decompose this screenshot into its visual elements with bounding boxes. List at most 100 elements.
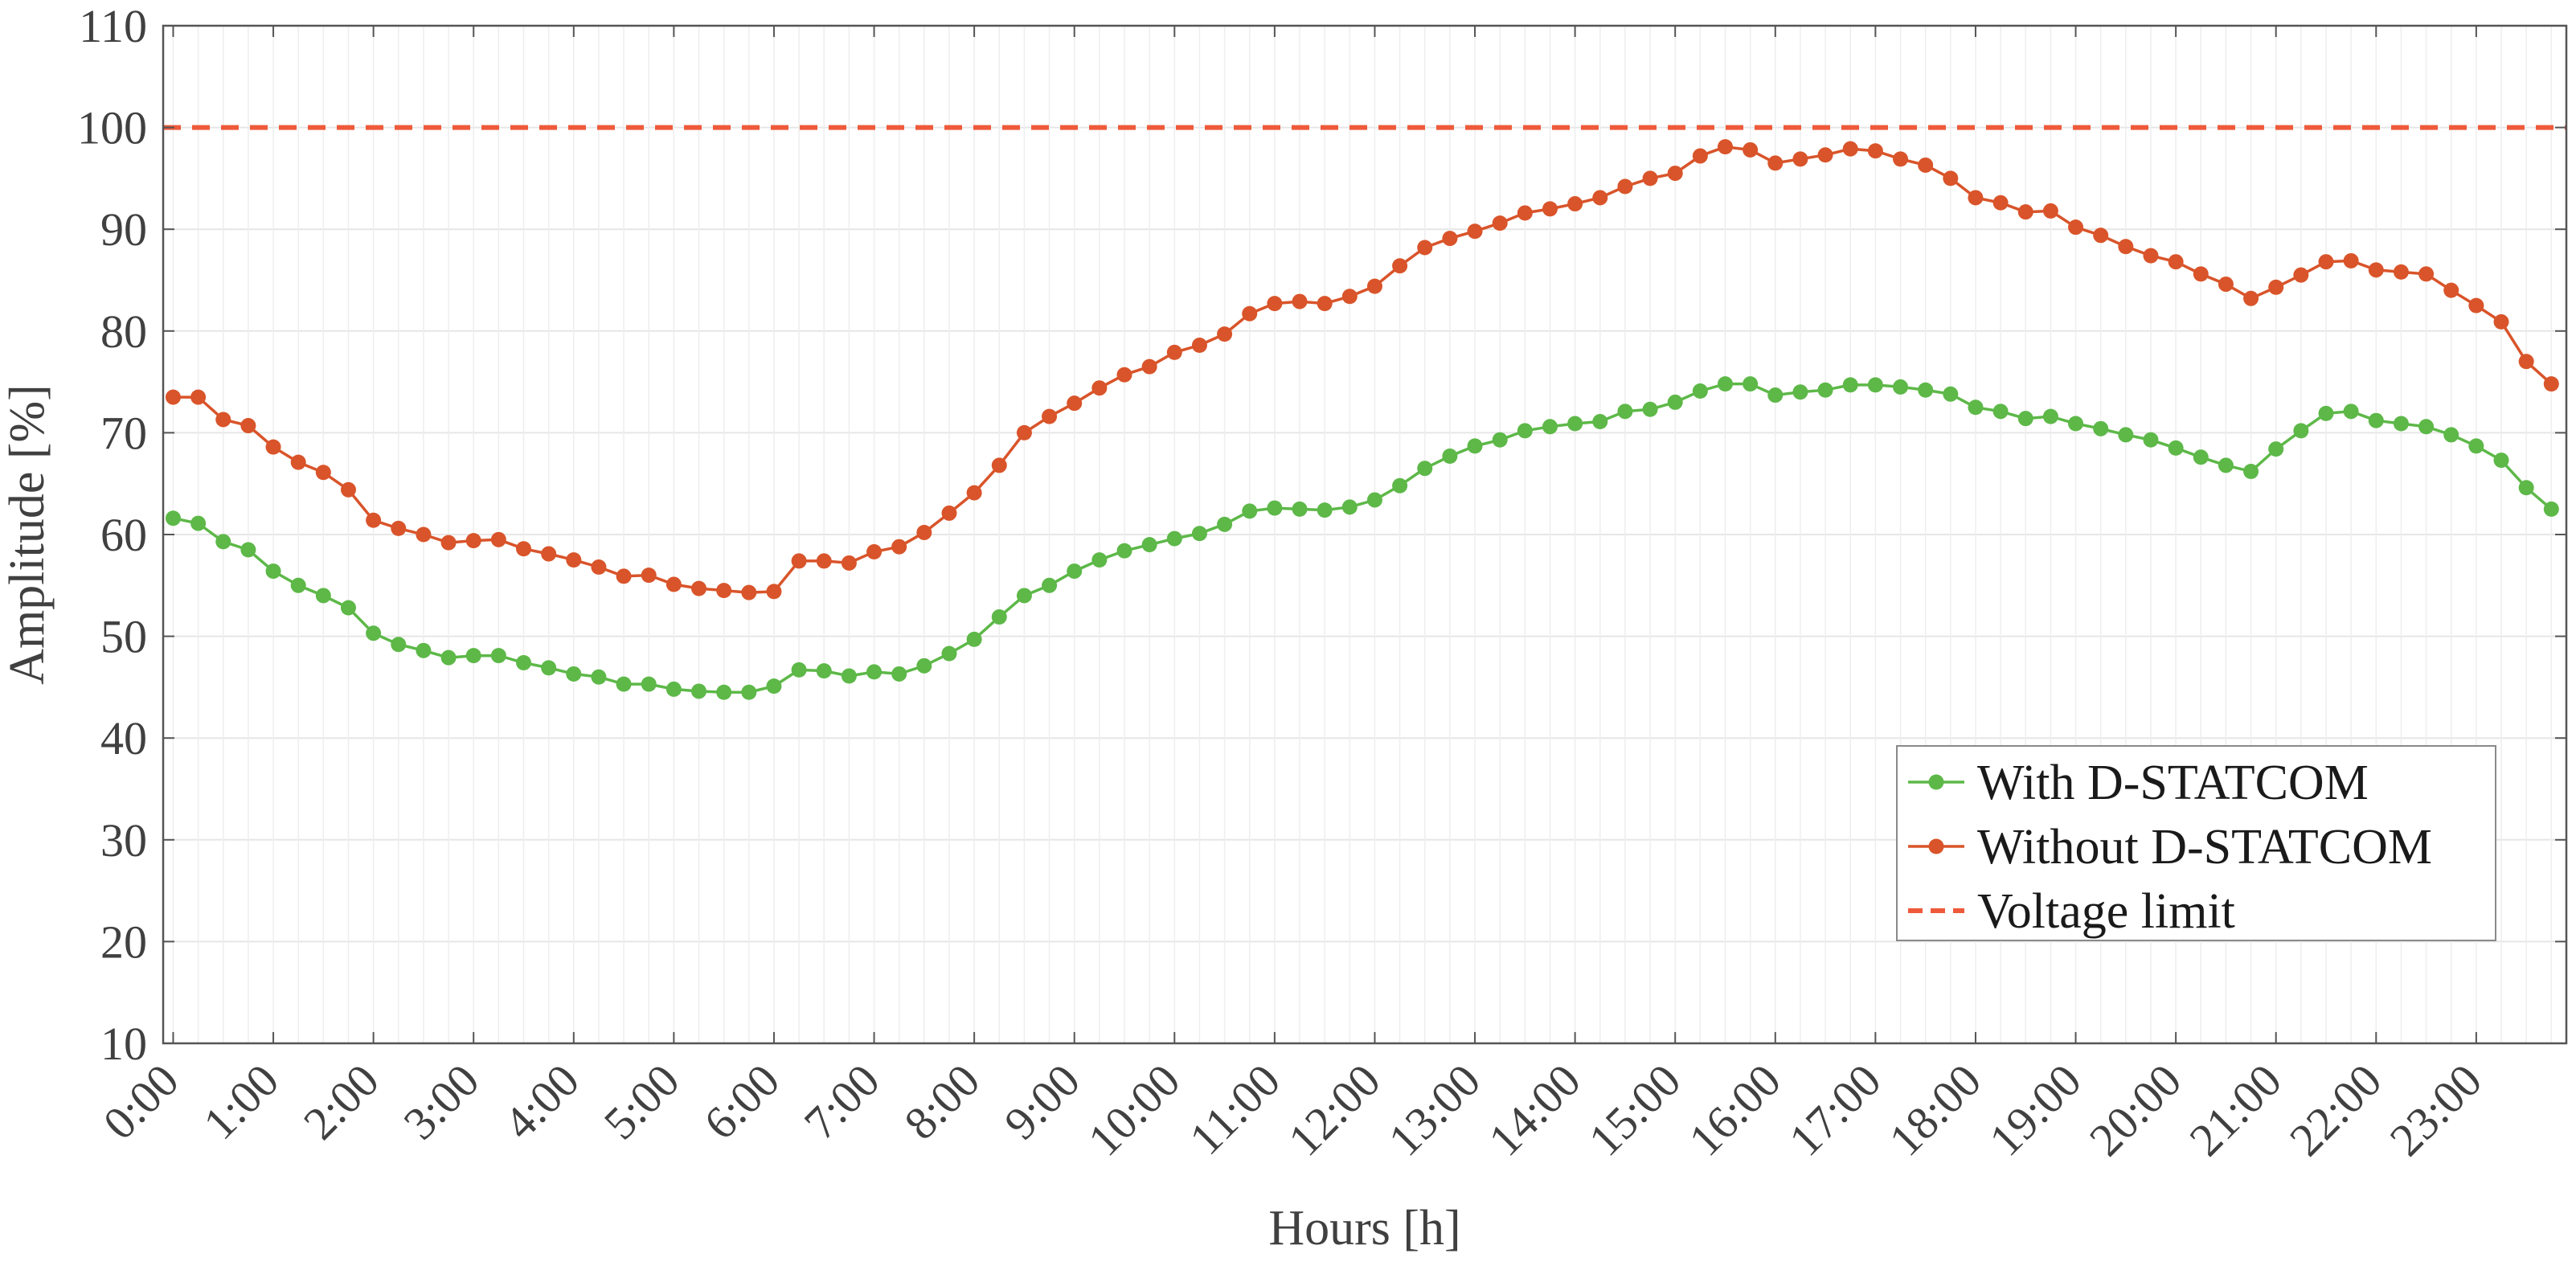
data-point — [741, 584, 757, 600]
data-point — [1592, 413, 1608, 429]
y-tick-label: 90 — [100, 203, 147, 256]
data-point — [2368, 262, 2384, 278]
data-point — [2268, 441, 2284, 457]
data-point — [315, 465, 331, 481]
series-1 — [165, 139, 2559, 600]
data-point — [2368, 412, 2384, 428]
data-point — [190, 515, 207, 531]
y-tick-label: 50 — [100, 611, 147, 663]
data-point — [2543, 376, 2559, 392]
data-point — [315, 588, 331, 604]
data-point — [2443, 282, 2459, 298]
legend-label: Without D-STATCOM — [1977, 820, 2432, 875]
data-point — [2068, 219, 2084, 236]
data-point — [2243, 464, 2259, 480]
data-point — [1217, 516, 1233, 532]
data-point — [791, 662, 807, 678]
data-point — [1567, 196, 1583, 212]
data-point — [1517, 423, 1533, 439]
data-point — [766, 678, 782, 694]
data-point — [1317, 502, 1333, 518]
legend-marker — [1928, 838, 1944, 854]
data-point — [741, 684, 757, 700]
data-point — [641, 676, 657, 692]
data-point — [566, 552, 582, 568]
y-tick-label: 110 — [79, 0, 147, 52]
data-point — [1718, 139, 1733, 155]
data-point — [666, 681, 682, 697]
data-point — [616, 568, 632, 584]
data-point — [416, 642, 432, 658]
data-point — [616, 676, 632, 692]
data-point — [1016, 588, 1032, 604]
data-point — [2068, 416, 2084, 432]
data-point — [1492, 432, 1508, 448]
data-point — [1992, 195, 2009, 211]
data-point — [340, 481, 356, 498]
data-point — [591, 559, 607, 576]
data-point — [1242, 503, 1258, 519]
data-point — [1743, 376, 1759, 392]
data-point — [391, 637, 407, 653]
data-point — [416, 526, 432, 543]
data-point — [1317, 296, 1333, 312]
data-point — [1217, 326, 1233, 342]
legend-item: With D-STATCOM — [1908, 756, 2369, 810]
data-point — [1943, 386, 1959, 402]
data-point — [2493, 313, 2509, 330]
data-point — [916, 524, 932, 540]
data-point — [1091, 552, 1108, 568]
data-point — [2468, 297, 2484, 313]
y-tick-label: 70 — [100, 407, 147, 459]
data-point — [1166, 531, 1182, 547]
data-point — [816, 553, 832, 569]
data-point — [1968, 190, 1984, 206]
data-point — [366, 512, 382, 528]
data-point — [2168, 254, 2184, 270]
data-point — [1542, 419, 1558, 435]
y-tick-label: 20 — [100, 916, 147, 968]
data-point — [1792, 384, 1808, 400]
data-point — [1968, 399, 1984, 416]
data-point — [516, 541, 531, 557]
data-point — [2218, 457, 2234, 473]
data-point — [841, 668, 857, 684]
data-point — [541, 546, 557, 562]
y-tick-label: 30 — [100, 814, 147, 866]
data-point — [2293, 423, 2309, 439]
data-point — [1417, 461, 1433, 477]
data-point — [290, 454, 306, 470]
data-point — [1467, 223, 1483, 240]
data-point — [1242, 305, 1258, 322]
data-point — [1392, 477, 1408, 494]
data-point — [1867, 377, 1883, 393]
data-point — [2393, 416, 2409, 432]
data-point — [766, 584, 782, 600]
y-axis-title: Amplitude [%] — [0, 384, 55, 685]
data-point — [2017, 204, 2033, 220]
data-point — [1767, 155, 1784, 171]
data-point — [891, 666, 907, 682]
data-point — [1467, 438, 1483, 454]
data-point — [1918, 157, 1934, 173]
data-point — [941, 645, 957, 662]
data-point — [2218, 277, 2234, 293]
data-point — [2468, 438, 2484, 454]
legend-box — [1896, 745, 2496, 941]
data-point — [190, 389, 207, 405]
axes — [162, 24, 2568, 1045]
data-point — [1743, 141, 1759, 158]
data-point — [2518, 354, 2534, 370]
data-point — [691, 580, 707, 596]
data-point — [1292, 501, 1308, 517]
data-point — [716, 684, 732, 700]
data-point — [541, 660, 557, 676]
data-point — [816, 663, 832, 679]
data-point — [1442, 231, 1458, 247]
data-point — [2343, 404, 2359, 420]
data-point — [465, 533, 481, 549]
data-point — [2493, 453, 2509, 469]
data-point — [1267, 296, 1283, 312]
data-point — [1918, 382, 1934, 398]
data-point — [1116, 543, 1132, 559]
